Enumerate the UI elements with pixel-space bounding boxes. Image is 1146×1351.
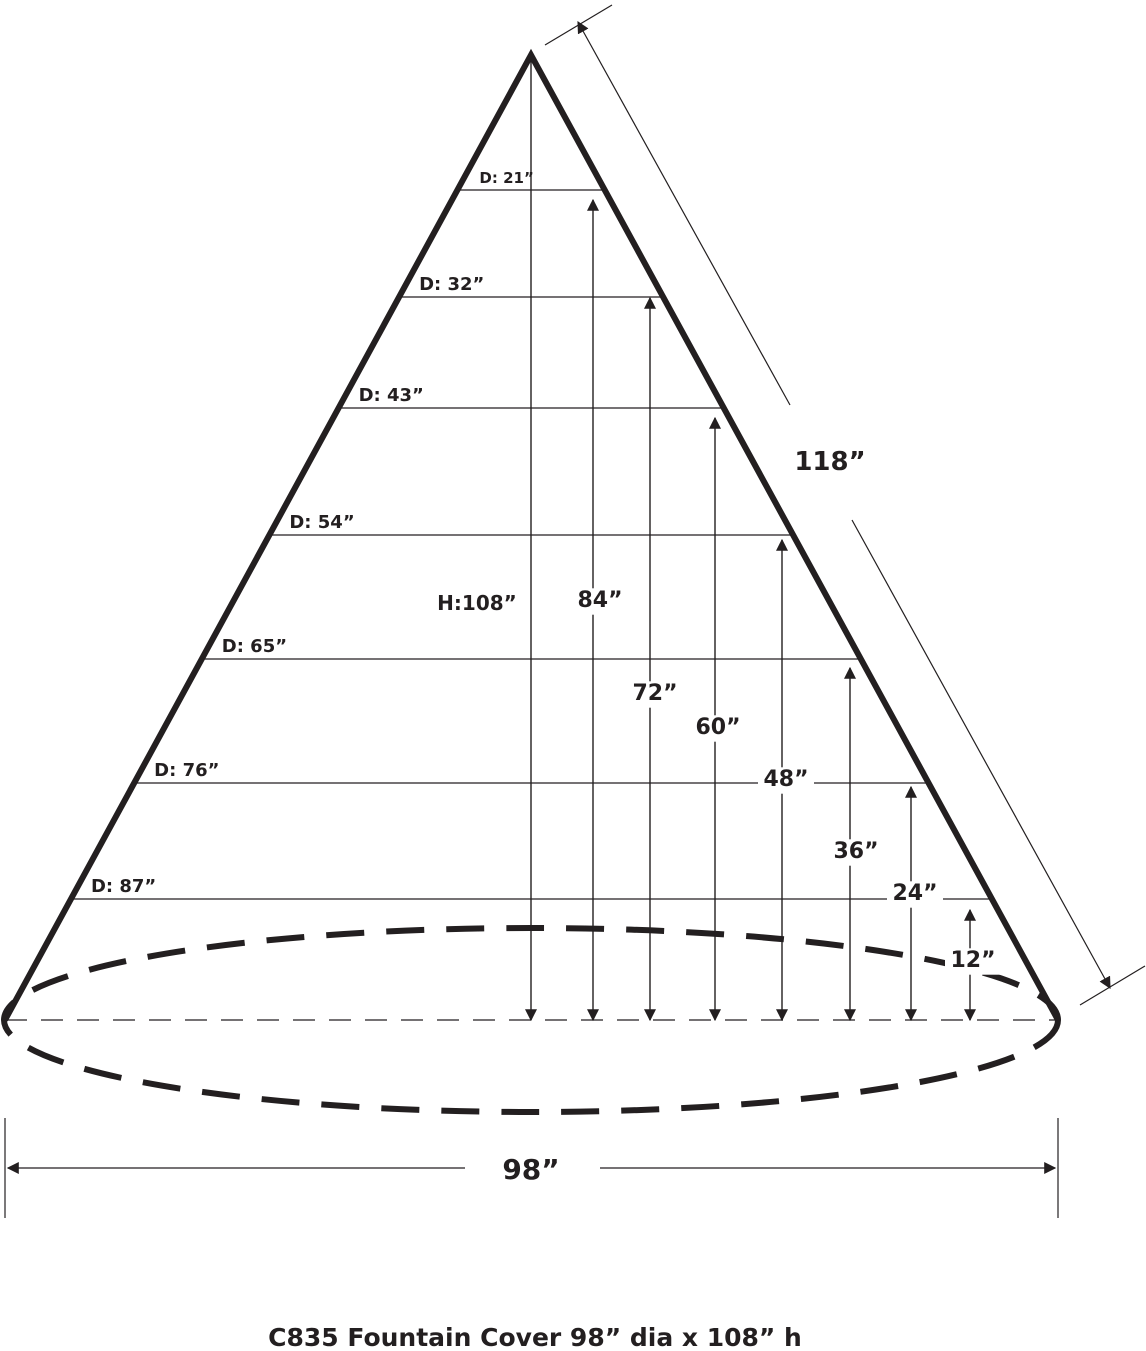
cone-outline (2, 48, 1061, 1022)
slant-label: 118” (794, 447, 865, 477)
height-label-bg (627, 681, 683, 708)
height-label: 36” (833, 839, 878, 864)
height-label-bg (887, 881, 943, 908)
slant-dimension-line-lower (851, 519, 1111, 990)
height-label-bg (572, 588, 628, 615)
height-label: 60” (695, 715, 740, 740)
slant-dimension-line-upper (577, 20, 791, 406)
diameter-label: D: 54” (289, 512, 354, 533)
diameter-label: D: 65” (222, 636, 287, 657)
diameter-label: D: 43” (359, 385, 424, 406)
diagram-title: C835 Fountain Cover 98” dia x 108” h (268, 1323, 802, 1351)
height-label-bg (690, 715, 746, 742)
overall-height-label: H:108” (437, 591, 517, 615)
height-label: 48” (763, 767, 808, 792)
height-label-bg (758, 767, 814, 794)
height-label: 12” (950, 948, 995, 973)
diameter-label: D: 76” (154, 760, 219, 781)
height-label-bg (828, 839, 884, 866)
height-label: 24” (892, 881, 937, 906)
diameter-label: D: 32” (419, 274, 484, 295)
slant-extension-bottom (1079, 965, 1146, 1006)
diameter-label: D: 21” (479, 169, 533, 187)
overall-height-label-bg (432, 593, 522, 617)
height-label: 72” (632, 681, 677, 706)
diameter-label: D: 87” (91, 876, 156, 897)
height-label: 84” (577, 588, 622, 613)
height-label-bg (945, 948, 1001, 975)
diagram-labels: D: 21” D: 32” D: 43” D: 54” D: 65” D: 76” D: 8… (91, 169, 1001, 1186)
slant-extension-top (544, 4, 613, 46)
base-diameter-label: 98” (502, 1153, 559, 1186)
